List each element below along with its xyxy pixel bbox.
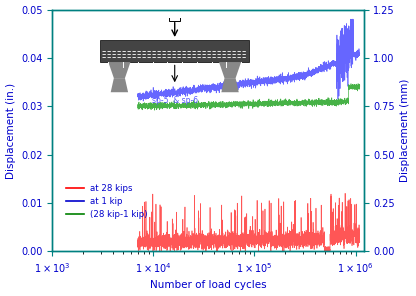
- Polygon shape: [219, 62, 241, 78]
- Polygon shape: [111, 78, 128, 92]
- Y-axis label: Displacement (in.): Displacement (in.): [5, 82, 15, 178]
- Text: sp-5  & sp-6: sp-5 & sp-6: [152, 96, 198, 105]
- Polygon shape: [108, 62, 131, 78]
- Y-axis label: Displacement (mm): Displacement (mm): [401, 79, 411, 182]
- Bar: [169, 14, 180, 21]
- X-axis label: Number of load cycles: Number of load cycles: [150, 280, 266, 290]
- Legend: at 28 kips, at 1 kip, (28 kip-1 kip): at 28 kips, at 1 kip, (28 kip-1 kip): [63, 180, 151, 223]
- Bar: [100, 40, 249, 62]
- Polygon shape: [221, 78, 239, 92]
